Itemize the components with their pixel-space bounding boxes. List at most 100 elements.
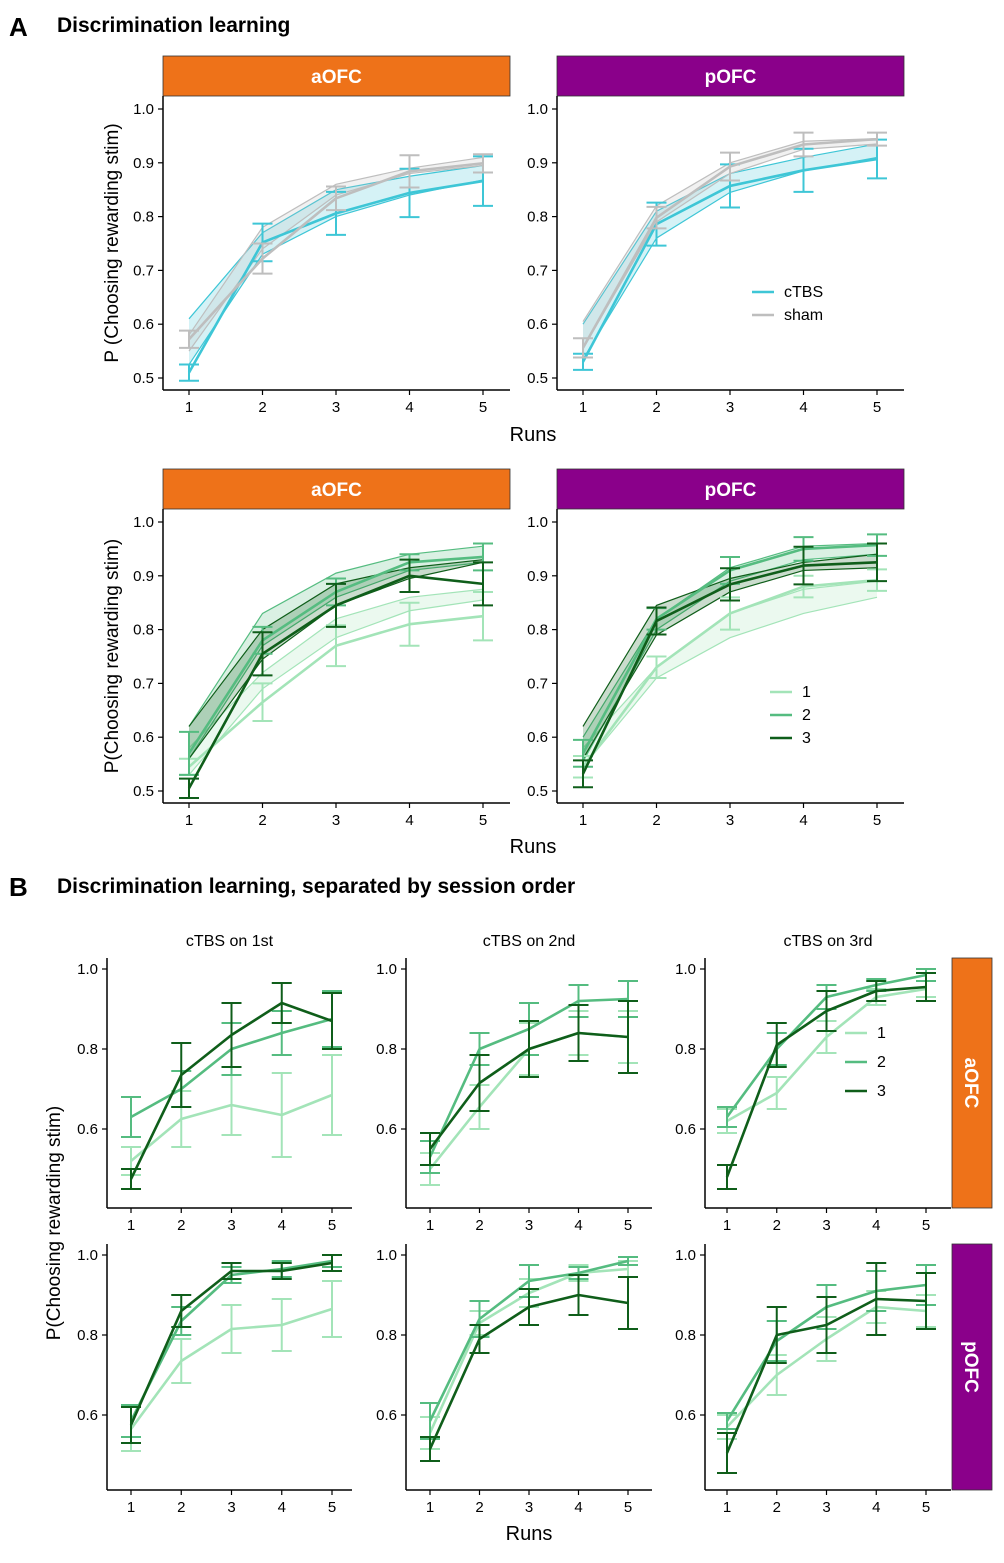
y-tick-label: 0.9	[527, 568, 548, 585]
band-upper-line-2	[188, 545, 484, 727]
y-tick-label: 0.9	[133, 155, 154, 172]
y-tick-label: 1.0	[77, 961, 98, 978]
x-tick-label: 5	[922, 1217, 930, 1234]
x-tick-label: 2	[258, 399, 266, 416]
series-line-ctbs	[581, 157, 878, 363]
series-line-2	[428, 1259, 629, 1422]
legend-b-label: 1	[877, 1025, 886, 1042]
series-line-sham	[188, 162, 484, 341]
x-tick-label: 4	[405, 399, 413, 416]
facet-strip-pofc	[556, 468, 905, 510]
band-sham	[189, 157, 483, 352]
y-axis-title-b: P(Choosing rewarding stim)	[44, 1106, 65, 1340]
legend-b-label: 3	[877, 1083, 886, 1100]
panel-b-title: Discrimination learning, separated by se…	[57, 875, 576, 898]
x-tick-label: 2	[177, 1217, 185, 1234]
legend-a-bottom-label: 1	[802, 684, 811, 701]
x-tick-label: 1	[185, 812, 193, 829]
y-tick-label: 1.0	[527, 514, 548, 531]
panel-a-title: Discrimination learning	[57, 14, 291, 37]
series-line-3	[581, 561, 878, 775]
series-line-1	[130, 1093, 333, 1162]
x-tick-label: 1	[185, 399, 193, 416]
x-tick-label: 4	[799, 399, 807, 416]
band-upper-line-sham	[188, 156, 484, 336]
facet-strip-label: aOFC	[311, 67, 362, 88]
x-tick-label: 3	[726, 812, 734, 829]
x-tick-label: 2	[652, 812, 660, 829]
x-tick-label: 4	[799, 812, 807, 829]
y-tick-label: 0.8	[675, 1327, 696, 1344]
x-tick-label: 5	[873, 399, 881, 416]
series-line-3	[725, 1297, 927, 1454]
x-tick-label: 4	[872, 1217, 880, 1234]
row-strip-pofc	[951, 1243, 993, 1491]
x-tick-label: 3	[525, 1217, 533, 1234]
x-tick-label: 1	[127, 1217, 135, 1234]
x-tick-label: 1	[579, 812, 587, 829]
x-tick-label: 2	[475, 1499, 483, 1516]
y-tick-label: 0.5	[133, 370, 154, 387]
band-lower-line-1	[582, 596, 878, 768]
y-tick-label: 1.0	[675, 961, 696, 978]
facet-strip-label: aOFC	[311, 480, 362, 501]
y-tick-label: 0.7	[527, 262, 548, 279]
legend-a-bottom-label: 2	[802, 707, 811, 724]
y-tick-label: 0.6	[77, 1407, 98, 1424]
x-tick-label: 5	[328, 1217, 336, 1234]
y-tick-label: 1.0	[376, 1247, 397, 1264]
x-tick-label: 5	[922, 1499, 930, 1516]
x-tick-label: 5	[479, 812, 487, 829]
row-strip-label: pOFC	[960, 1341, 981, 1393]
y-tick-label: 1.0	[675, 1247, 696, 1264]
y-tick-label: 0.9	[133, 568, 154, 585]
series-line-3	[129, 1001, 333, 1180]
column-header: cTBS on 1st	[186, 933, 274, 950]
series-line-3	[428, 1031, 629, 1150]
x-tick-label: 3	[227, 1499, 235, 1516]
x-tick-label: 3	[525, 1499, 533, 1516]
x-tick-label: 4	[574, 1217, 582, 1234]
x-tick-label: 5	[873, 812, 881, 829]
series-line-1	[581, 578, 878, 768]
y-tick-label: 1.0	[133, 101, 154, 118]
y-tick-label: 0.5	[527, 370, 548, 387]
y-tick-label: 0.7	[133, 262, 154, 279]
series-line-1	[726, 987, 927, 1123]
x-tick-label: 3	[227, 1217, 235, 1234]
x-tick-label: 4	[574, 1499, 582, 1516]
series-line-3	[129, 1261, 333, 1426]
y-tick-label: 0.6	[675, 1121, 696, 1138]
facet-strip-pofc	[556, 55, 905, 97]
y-axis-title: P (Choosing rewarding stim)	[102, 123, 123, 362]
y-tick-label: 0.7	[133, 675, 154, 692]
x-tick-label: 2	[177, 1499, 185, 1516]
x-tick-label: 2	[475, 1217, 483, 1234]
x-tick-label: 5	[479, 399, 487, 416]
legend-a-bottom-label: 3	[802, 730, 811, 747]
y-tick-label: 1.0	[527, 101, 548, 118]
y-tick-label: 0.8	[133, 622, 154, 639]
y-tick-label: 0.5	[527, 783, 548, 800]
x-tick-label: 1	[127, 1499, 135, 1516]
column-header: cTBS on 3rd	[784, 933, 873, 950]
x-tick-label: 3	[332, 399, 340, 416]
x-tick-label: 1	[579, 399, 587, 416]
y-tick-label: 0.6	[675, 1407, 696, 1424]
y-tick-label: 0.6	[527, 316, 548, 333]
x-tick-label: 5	[624, 1217, 632, 1234]
row-strip-aofc	[951, 957, 993, 1209]
x-tick-label: 1	[426, 1217, 434, 1234]
y-tick-label: 0.8	[77, 1041, 98, 1058]
x-tick-label: 1	[426, 1499, 434, 1516]
x-tick-label: 2	[773, 1499, 781, 1516]
series-line-3	[187, 574, 484, 789]
y-tick-label: 0.6	[133, 729, 154, 746]
y-tick-label: 0.6	[133, 316, 154, 333]
x-tick-label: 4	[278, 1499, 286, 1516]
x-axis-title: Runs	[510, 836, 557, 858]
y-tick-label: 1.0	[133, 514, 154, 531]
y-tick-label: 0.8	[527, 622, 548, 639]
panel-b-letter: B	[9, 872, 28, 902]
